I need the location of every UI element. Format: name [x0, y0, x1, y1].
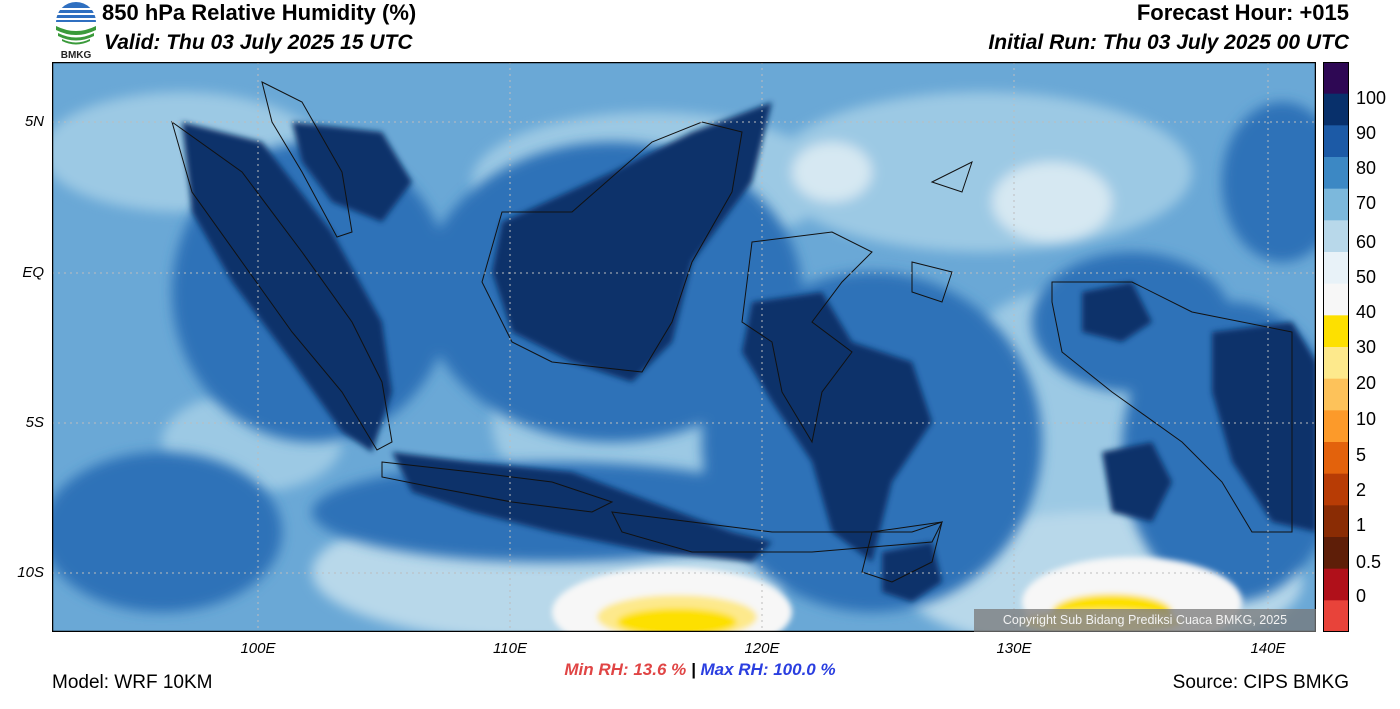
colorbar-segment [1323, 347, 1349, 380]
max-rh: Max RH: 100.0 % [700, 660, 836, 679]
colorbar-label: 40 [1356, 302, 1377, 322]
colorbar-segment [1323, 505, 1349, 538]
colorbar-label: 0 [1356, 586, 1367, 606]
bmkg-logo: BMKG [52, 0, 100, 61]
model-label: Model: WRF 10KM [52, 672, 213, 693]
lat-label-5n: 5N [24, 113, 44, 130]
colorbar-segment [1323, 473, 1349, 506]
colorbar-segment [1323, 252, 1349, 285]
humidity-map [51, 61, 1317, 633]
lon-label-130e: 130E [996, 640, 1032, 657]
colorbar-segment [1323, 220, 1349, 253]
colorbar-label: 80 [1356, 158, 1377, 178]
logo-text: BMKG [61, 50, 92, 60]
colorbar-label: 50 [1356, 267, 1377, 287]
colorbar-label: 100 [1356, 88, 1387, 108]
stats-separator: | [690, 660, 696, 679]
rh-stats: Min RH: 13.6 % | Max RH: 100.0 % [0, 660, 1400, 680]
copyright-notice: Copyright Sub Bidang Prediksi Cuaca BMKG… [974, 609, 1316, 632]
lon-label-100e: 100E [240, 640, 276, 657]
colorbar-segment [1323, 157, 1349, 190]
colorbar-label: 70 [1356, 193, 1377, 213]
valid-time: Valid: Thu 03 July 2025 15 UTC [104, 31, 413, 54]
min-rh: Min RH: 13.6 % [564, 660, 687, 679]
colorbar-label: 60 [1356, 232, 1377, 252]
colorbar-label: 1 [1356, 515, 1367, 535]
colorbar-label: 90 [1356, 123, 1377, 143]
colorbar-segment [1323, 410, 1349, 443]
colorbar-segment [1323, 188, 1349, 221]
colorbar-label: 5 [1356, 445, 1367, 465]
colorbar-segment [1323, 125, 1349, 158]
colorbar-label: 0.5 [1356, 552, 1382, 572]
map-title: 850 hPa Relative Humidity (%) [102, 0, 417, 25]
source-label: Source: CIPS BMKG [1172, 672, 1349, 693]
colorbar-segment [1323, 600, 1349, 633]
colorbar [1323, 62, 1349, 633]
lat-label-eq: EQ [22, 264, 44, 281]
colorbar-segment [1323, 283, 1349, 316]
colorbar-segment [1323, 315, 1349, 348]
lat-label-5s: 5S [25, 414, 44, 431]
colorbar-segment [1323, 378, 1349, 411]
forecast-hour: Forecast Hour: +015 [1136, 0, 1349, 25]
lon-label-110e: 110E [493, 640, 527, 657]
initial-run: Initial Run: Thu 03 July 2025 00 UTC [988, 31, 1349, 54]
colorbar-segment [1323, 93, 1349, 126]
colorbar-label: 10 [1356, 409, 1377, 429]
colorbar-segment [1323, 62, 1349, 95]
lat-label-10s: 10S [17, 564, 44, 581]
lon-label-140e: 140E [1250, 640, 1286, 657]
colorbar-label: 20 [1356, 373, 1377, 393]
colorbar-segment [1323, 442, 1349, 475]
lon-label-120e: 120E [744, 640, 780, 657]
colorbar-label: 2 [1356, 480, 1367, 500]
colorbar-label: 30 [1356, 337, 1377, 357]
colorbar-segment [1323, 568, 1349, 601]
colorbar-segment [1323, 537, 1349, 570]
